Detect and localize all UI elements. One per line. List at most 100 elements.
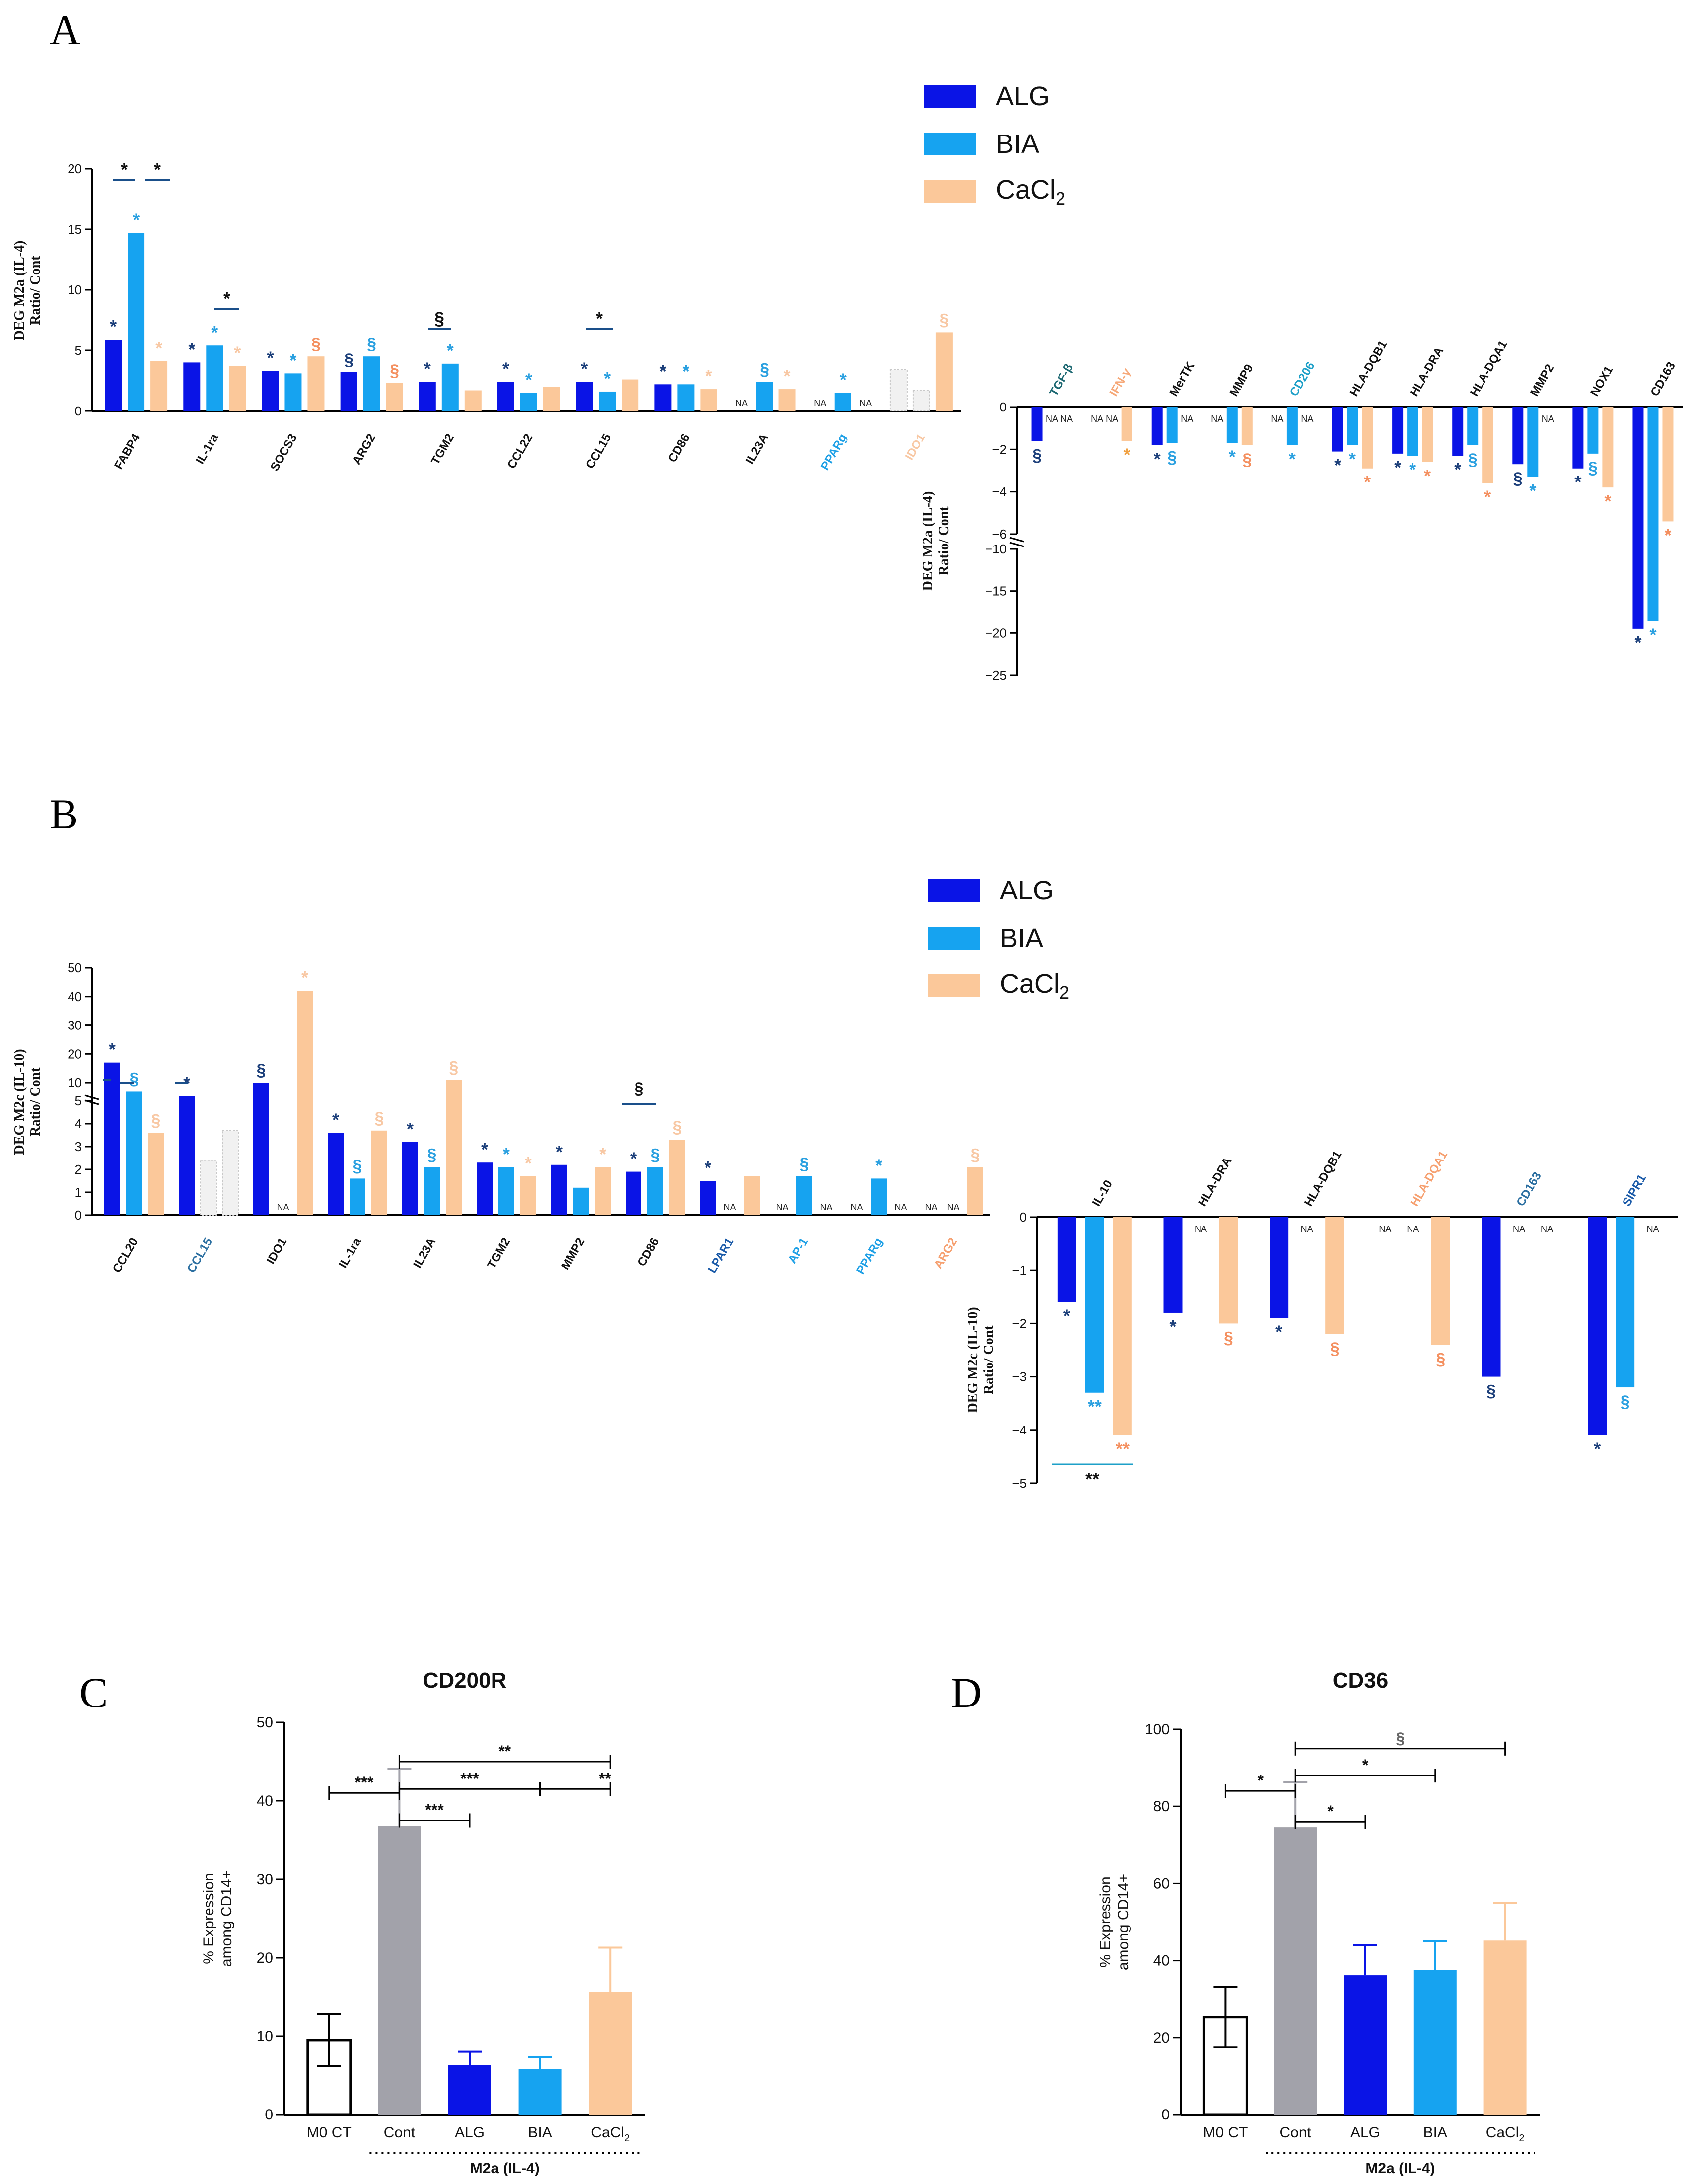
y-tick-label: 5 [75, 343, 82, 358]
x-tick-label-bia: BIA [528, 2124, 552, 2141]
na-label-alg: NA [1271, 414, 1283, 424]
y-axis-label-2: Ratio/ Cont [936, 506, 952, 576]
significance-mark: § [367, 335, 376, 353]
x-tick-label-arg2: ARG2 [931, 1236, 960, 1271]
bar-nox1-alg [1572, 407, 1584, 469]
legend-label-alg: ALG [1000, 876, 1054, 905]
x-tick-label-hla-dra: HLA-DRA [1196, 1155, 1234, 1209]
y-axis-label: DEG M2a (IL-4) [12, 241, 27, 341]
bar-ccl15-bia [200, 1160, 217, 1216]
legend-item-cacl2: CaCl2 [928, 962, 1069, 1010]
significance-mark: § [800, 1155, 809, 1173]
bar-cont [378, 1826, 421, 2115]
na-label-bia: NA [1407, 1224, 1419, 1234]
na-label-cacl2: NA [1647, 1224, 1659, 1234]
sig-bracket-label: *** [355, 1774, 374, 1791]
chart-title: CD36 [1333, 1668, 1389, 1693]
bar-il-1ra-alg [328, 1133, 344, 1215]
na-label-cacl2: NA [1541, 1224, 1553, 1234]
legend-label-bia: BIA [996, 129, 1040, 159]
y-tick-label: 50 [257, 1714, 273, 1731]
y-tick-label: 10 [68, 282, 82, 297]
legend-label-cacl2-sub: 2 [1056, 188, 1066, 208]
y-tick-label: 20 [257, 1950, 273, 1966]
bar-cont [1274, 1827, 1317, 2115]
significance-mark: * [1063, 1306, 1070, 1326]
na-label-alg: NA [850, 1202, 863, 1212]
x-tick-label-hla-dqb1: HLA-DQB1 [1302, 1149, 1344, 1209]
axis-break [84, 1094, 99, 1100]
significance-mark: § [353, 1157, 362, 1175]
significance-mark: * [447, 341, 454, 361]
significance-mark: § [427, 1145, 437, 1164]
bar-cd163-cacl2 [1662, 407, 1674, 522]
x-tick-label-cd163: CD163 [1514, 1170, 1544, 1209]
y-axis-label-2: Ratio/ Cont [981, 1325, 996, 1395]
bar-il-10-cacl2 [1113, 1217, 1132, 1435]
na-label-bia: NA [277, 1202, 289, 1212]
x-tick-label-m0-ct: M0 CT [307, 2124, 352, 2141]
significance-mark: * [1289, 449, 1296, 469]
y-tick-label: −25 [985, 668, 1007, 682]
na-label-cacl2: NA [1542, 414, 1554, 424]
significance-mark: * [1574, 472, 1581, 492]
y-tick-label: 20 [1153, 2030, 1170, 2046]
na-label-cacl2: NA [859, 398, 872, 408]
significance-mark: * [155, 338, 162, 358]
sig-bracket-label: ** [498, 1742, 511, 1760]
y-tick-label: 50 [68, 960, 82, 975]
x-tick-label-cd86: CD86 [635, 1236, 662, 1269]
bar-ap-1-bia [796, 1176, 812, 1215]
y-tick-label: 80 [1153, 1798, 1170, 1815]
significance-mark: § [1436, 1350, 1445, 1368]
significance-mark: * [556, 1142, 563, 1162]
sig-bracket-label: * [1362, 1756, 1369, 1774]
x-tick-label-ccl20: CCL20 [110, 1236, 141, 1275]
significance-mark: * [1349, 449, 1356, 469]
significance-mark: * [1364, 472, 1371, 492]
y-tick-label: −6 [992, 527, 1007, 542]
significance-mark: * [1334, 455, 1341, 476]
bar-arg2-cacl2 [386, 383, 403, 411]
na-label-alg: NA [735, 398, 748, 408]
bar-cacl2 [1483, 1940, 1527, 2115]
bar-il-1ra-bia [206, 345, 223, 411]
y-axis-label-2: Ratio/ Cont [28, 256, 43, 325]
x-tick-label-lpar1: LPAR1 [706, 1236, 736, 1276]
x-tick-label-cacl2: CaCl2 [1486, 2124, 1525, 2144]
na-label-bia: NA [947, 1202, 959, 1212]
bar-bia [518, 2069, 562, 2115]
significance-mark: * [1229, 447, 1236, 467]
na-label-alg: NA [1379, 1224, 1391, 1234]
bar-il-1ra-cacl2 [371, 1130, 387, 1215]
significance-mark: * [1275, 1322, 1282, 1342]
bar-tgm2-cacl2 [520, 1176, 536, 1215]
sig-bracket-label: § [1396, 1729, 1405, 1747]
significance-mark: § [1513, 469, 1523, 488]
bar-mmp2-bia [573, 1187, 589, 1215]
bar-ccl22-cacl2 [543, 387, 560, 411]
y-axis-label: DEG M2c (IL-10) [12, 1049, 27, 1155]
x-tick-label-il-10: IL-10 [1090, 1178, 1115, 1209]
x-tick-label-m0-ct: M0 CT [1203, 2124, 1248, 2141]
legend-label-alg: ALG [996, 81, 1050, 111]
bar-ido1-alg [889, 369, 908, 411]
y-tick-label: −4 [1012, 1423, 1027, 1437]
significance-mark: § [1224, 1328, 1233, 1347]
legend-swatch-alg [924, 85, 976, 108]
significance-mark: * [705, 1158, 711, 1178]
x-tick-label-ifn: IFN-γ [1107, 366, 1133, 399]
x-tick-label-bia: BIA [1423, 2124, 1447, 2141]
bar-hla-dqa1-alg [1452, 407, 1464, 456]
na-label-bia: NA [1046, 414, 1058, 424]
significance-mark: * [784, 366, 791, 386]
x-tick-label-fabp4: FABP4 [112, 431, 142, 472]
na-label-alg: NA [925, 1202, 937, 1212]
y-tick-label: −5 [1012, 1476, 1027, 1491]
y-tick-label: 1 [75, 1185, 82, 1200]
x-tick-label-ido1: IDO1 [903, 432, 928, 463]
na-label-bia: NA [1195, 1224, 1207, 1234]
significance-mark: * [1394, 457, 1401, 478]
sig-bracket-label: § [434, 308, 444, 329]
significance-mark: * [1604, 491, 1611, 511]
